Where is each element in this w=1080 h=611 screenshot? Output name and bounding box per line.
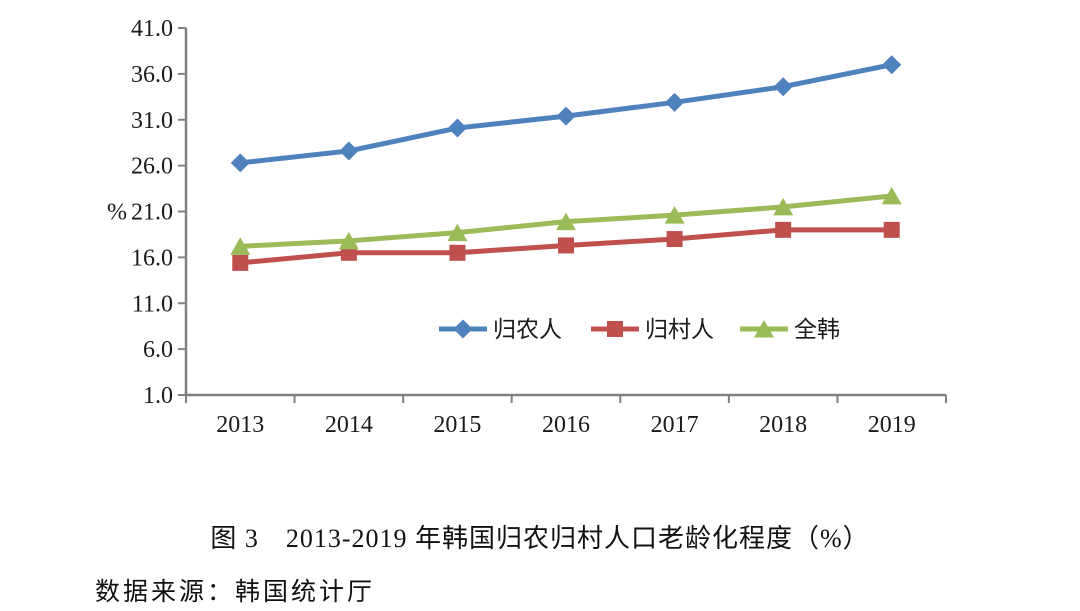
y-axis-unit-label: % (107, 200, 127, 226)
x-year-label: 2014 (325, 412, 373, 438)
aging-line-chart: 41.0 36.0 31.0 26.0 21.0 16.0 11.0 6.0 1.0% 2013 2… (107, 16, 947, 438)
legend-label: 全韩 (794, 317, 840, 342)
data-point-marker (230, 237, 251, 255)
figure-caption: 图 3 2013-2019 年韩国归农归村人口老龄化程度（%） (210, 524, 870, 553)
legend-square-icon (607, 321, 623, 337)
data-point-marker (556, 106, 576, 126)
legend-label: 归农人 (493, 317, 562, 342)
y-tick-label: 26.0 (131, 154, 173, 180)
data-point-marker (775, 221, 792, 238)
y-tick-label: 21.0 (131, 200, 173, 226)
data-point-marker (338, 231, 359, 250)
y-tick-label: 36.0 (131, 62, 173, 88)
data-point-marker (881, 186, 902, 205)
x-year-label: 2013 (216, 412, 264, 438)
data-source-note: 数据来源：韩国统计厅 (95, 579, 376, 606)
y-tick-label: 1.0 (143, 383, 173, 409)
y-tick-label: 6.0 (143, 337, 173, 363)
data-point-marker (447, 118, 467, 138)
x-year-label: 2015 (433, 412, 481, 438)
data-point-marker (882, 55, 902, 75)
data-point-marker (339, 141, 359, 161)
legend-diamond-icon (453, 319, 473, 339)
x-year-label: 2019 (868, 412, 916, 438)
data-point-marker (883, 221, 900, 238)
data-point-marker (665, 92, 685, 112)
data-point-marker (556, 212, 576, 231)
legend-label: 归村人 (645, 317, 714, 342)
data-point-marker (666, 231, 683, 248)
data-point-marker (232, 254, 249, 271)
data-point-marker (664, 206, 685, 224)
data-point-marker (773, 197, 794, 216)
x-year-label: 2016 (542, 412, 590, 438)
y-tick-label: 16.0 (131, 245, 173, 271)
data-point-marker (449, 244, 466, 261)
data-point-marker (447, 223, 468, 242)
y-tick-label: 31.0 (131, 108, 173, 134)
legend-triangle-icon (754, 320, 774, 338)
x-year-label: 2018 (759, 412, 807, 438)
x-year-label: 2017 (651, 412, 699, 438)
data-point-marker (558, 237, 574, 254)
data-point-marker (773, 77, 793, 97)
y-tick-label: 11.0 (132, 291, 173, 317)
y-tick-label: 41.0 (131, 16, 173, 42)
data-point-marker (230, 153, 250, 173)
